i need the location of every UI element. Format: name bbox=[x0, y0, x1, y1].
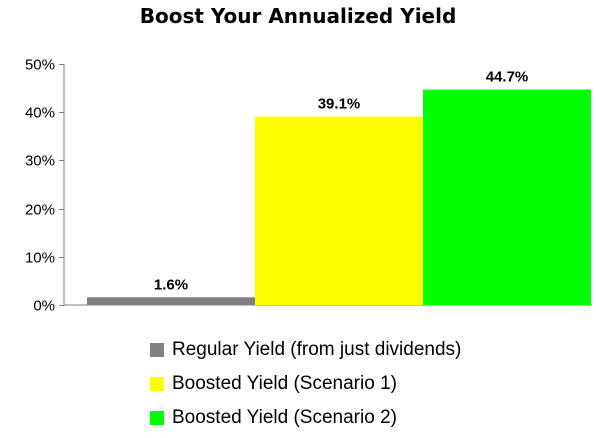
legend-swatch-scenario-1 bbox=[150, 377, 164, 391]
data-label-3: 44.7% bbox=[486, 69, 529, 86]
legend-swatch-scenario-2 bbox=[150, 411, 164, 425]
data-labels: 1.6% 39.1% 44.7% bbox=[154, 69, 528, 294]
legend-swatch-regular-yield bbox=[150, 343, 164, 357]
bar-1 bbox=[87, 297, 255, 305]
legend-item-regular-yield: Regular Yield (from just dividends) bbox=[150, 333, 461, 367]
y-tick-label: 20% bbox=[25, 202, 55, 219]
y-tick-label: 40% bbox=[25, 105, 55, 122]
legend-label-regular-yield: Regular Yield (from just dividends) bbox=[172, 339, 462, 360]
bars bbox=[87, 89, 591, 306]
y-tick-label: 30% bbox=[25, 153, 55, 170]
data-label-1: 1.6% bbox=[154, 276, 188, 293]
y-tick-label: 0% bbox=[33, 298, 55, 315]
y-tick-label: 50% bbox=[25, 57, 55, 74]
y-tick-label: 10% bbox=[25, 250, 55, 267]
legend-label-scenario-2: Boosted Yield (Scenario 2) bbox=[172, 407, 397, 428]
legend: Regular Yield (from just dividends) Boos… bbox=[150, 333, 461, 435]
legend-label-scenario-1: Boosted Yield (Scenario 1) bbox=[172, 373, 397, 394]
data-label-2: 39.1% bbox=[318, 96, 361, 113]
bar-3 bbox=[423, 89, 591, 306]
bar-2 bbox=[255, 116, 423, 306]
legend-item-scenario-1: Boosted Yield (Scenario 1) bbox=[150, 367, 461, 401]
chart-title: Boost Your Annualized Yield bbox=[139, 4, 457, 28]
legend-item-scenario-2: Boosted Yield (Scenario 2) bbox=[150, 401, 461, 435]
bar-chart: 0% 10% 20% 30% 40% 50% 1.6% 39.1% 44.7% bbox=[25, 57, 592, 315]
